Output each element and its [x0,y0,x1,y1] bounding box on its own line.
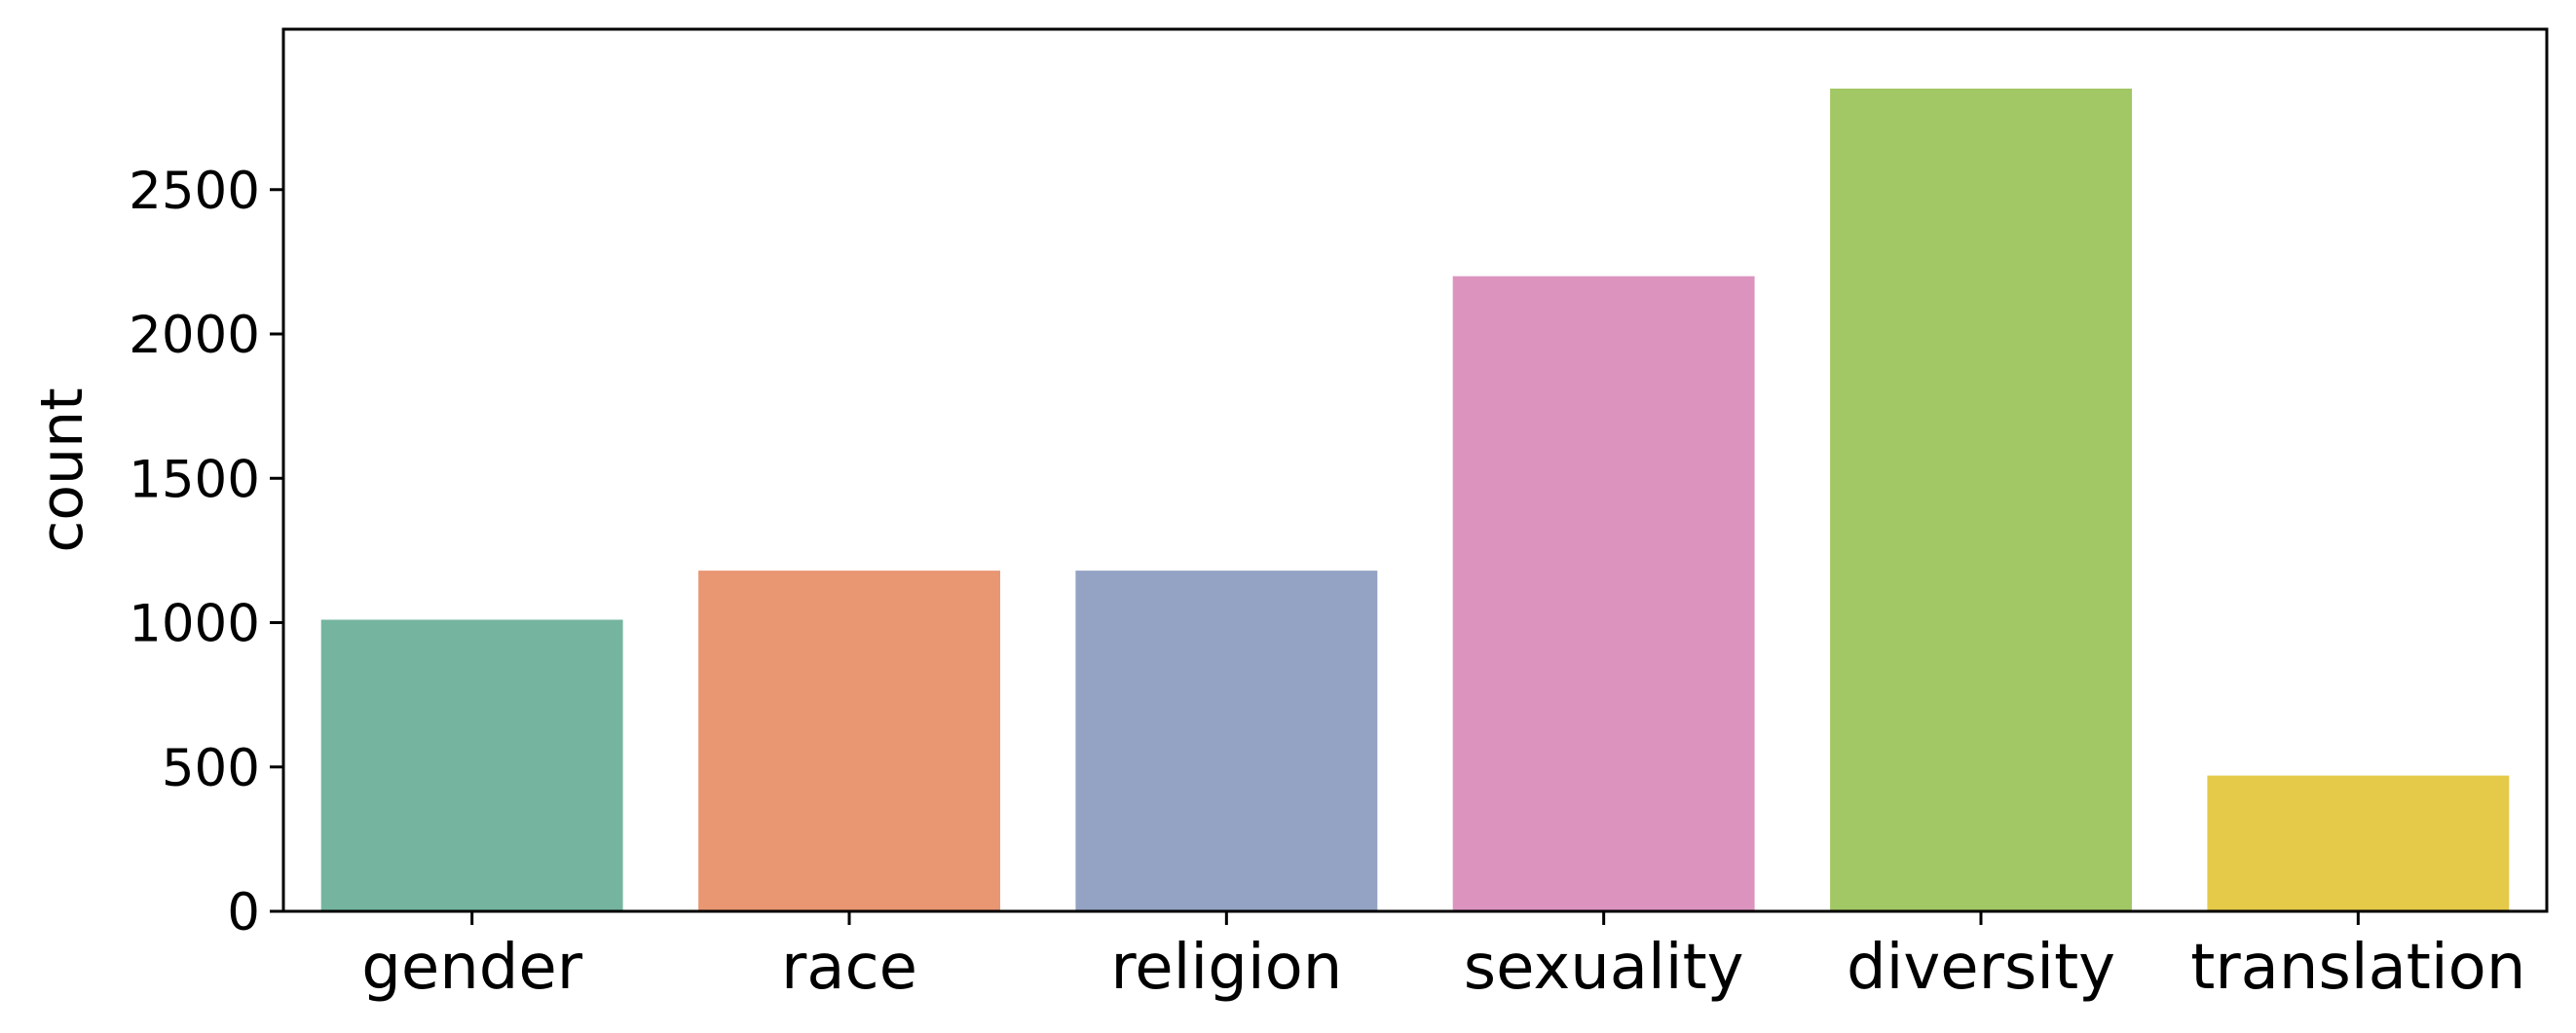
y-axis-label: count [28,387,96,552]
x-tick-label: gender [361,932,583,1004]
y-tick-label: 500 [162,739,260,798]
x-tick-label: race [781,932,917,1004]
x-tick-label: sexuality [1464,932,1744,1004]
bars-group [320,89,2510,911]
x-tick-label: religion [1110,932,1342,1004]
plot-frame [281,27,2549,913]
y-tick-label: 1000 [129,595,260,654]
bar-sexuality [1452,276,1755,911]
bar-religion [1075,571,1378,911]
x-tick-label: diversity [1847,932,2115,1004]
x-tick-label: translation [2190,932,2525,1004]
bar-diversity [1830,89,2132,911]
bar-translation [2207,775,2510,911]
y-axis-ticks: 0 500 1000 1500 2000 2500 [129,162,283,942]
y-tick-label: 0 [227,883,260,942]
y-tick-label: 2000 [129,306,260,365]
bar-race [698,571,1000,911]
bar-gender [320,619,623,911]
y-tick-label: 2500 [129,162,260,221]
x-axis-ticks: gender race religion sexuality diversity tran… [361,911,2525,1004]
y-tick-label: 1500 [129,450,260,509]
